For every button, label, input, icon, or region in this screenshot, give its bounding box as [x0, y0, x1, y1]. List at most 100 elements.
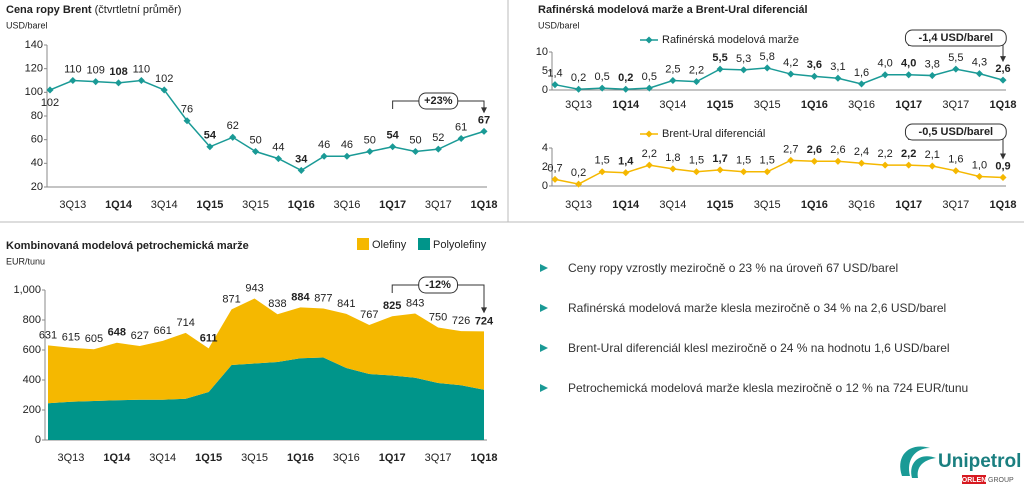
marker — [297, 166, 305, 174]
x-tick-label: 1Q17 — [379, 199, 406, 211]
marker — [645, 84, 653, 92]
annotation-arrow — [1000, 56, 1006, 63]
data-label: 1,5 — [689, 155, 704, 167]
marker — [480, 127, 488, 135]
marker — [622, 85, 630, 93]
annotation-box — [904, 29, 1007, 47]
x-tick-label: 3Q13 — [59, 199, 86, 211]
marker — [669, 165, 677, 173]
data-label: 102 — [155, 73, 173, 85]
marker — [857, 80, 866, 88]
data-label: 1,5 — [595, 155, 610, 167]
data-label: 838 — [268, 298, 286, 310]
line — [554, 159, 1004, 185]
data-label: 2,2 — [642, 148, 657, 160]
x-tick-label: 1Q18 — [990, 199, 1017, 211]
data-label: 76 — [181, 104, 193, 116]
marker — [114, 79, 123, 87]
data-label: 2,6 — [995, 63, 1010, 75]
marker — [434, 145, 442, 153]
data-label: 1,5 — [760, 155, 775, 167]
legend-marker — [645, 36, 653, 44]
y-tick-label: 800 — [23, 314, 41, 326]
data-label: 4,0 — [877, 58, 892, 70]
data-label: 2,5 — [665, 63, 680, 75]
bullets: Ceny ropy vzrostly meziročně o 23 % na ú… — [540, 261, 968, 395]
x-tick-label: 3Q16 — [333, 452, 360, 464]
x-tick-label: 1Q17 — [895, 199, 922, 211]
x-tick-label: 1Q15 — [195, 452, 222, 464]
marker — [389, 143, 397, 151]
marker — [740, 168, 748, 176]
legend-label: Olefiny — [372, 239, 407, 251]
data-label: 0,7 — [547, 162, 562, 174]
x-tick-label: 1Q16 — [288, 199, 315, 211]
data-label: 5,5 — [712, 52, 727, 64]
data-label: 767 — [360, 309, 378, 321]
data-label: 611 — [200, 332, 218, 344]
marker — [952, 167, 960, 175]
y-tick-label: 4 — [542, 142, 548, 154]
marker — [692, 78, 701, 86]
chart-title: Kombinovaná modelová petrochemická marže — [6, 240, 249, 252]
x-tick-label: 1Q14 — [612, 99, 640, 111]
data-label: 648 — [108, 327, 126, 339]
data-label: 46 — [318, 139, 330, 151]
data-label: 5,8 — [760, 51, 775, 63]
data-label: 2,2 — [901, 148, 916, 160]
marker — [411, 147, 420, 156]
x-tick-label: 1Q14 — [612, 199, 640, 211]
data-label: 841 — [337, 298, 355, 310]
y-tick-label: 200 — [23, 404, 41, 416]
y-tick-label: 60 — [31, 134, 43, 146]
marker — [787, 156, 795, 164]
data-label: 0,5 — [642, 71, 657, 83]
logo-icon — [900, 446, 930, 476]
data-label: 52 — [432, 132, 444, 144]
data-label: 2,6 — [830, 144, 845, 156]
marker — [160, 86, 168, 94]
marker — [598, 84, 606, 92]
x-tick-label: 3Q13 — [565, 199, 592, 211]
x-tick-label: 3Q14 — [151, 199, 178, 211]
x-tick-label: 3Q17 — [942, 99, 969, 111]
x-tick-label: 1Q15 — [707, 99, 734, 111]
marker — [366, 147, 374, 156]
data-label: 5,3 — [736, 53, 751, 65]
data-label: 2,1 — [925, 149, 940, 161]
annotation-box — [418, 276, 459, 294]
y-tick-label: 100 — [25, 86, 43, 98]
y-tick-label: 2 — [542, 161, 548, 173]
legend-label: Rafinérská modelová marže — [662, 34, 799, 46]
data-label: 871 — [222, 293, 240, 305]
annotation: -1,4 USD/barel — [919, 32, 994, 44]
annotation: +23% — [424, 95, 453, 107]
y-tick-label: 40 — [31, 157, 43, 169]
area — [48, 298, 484, 404]
marker — [137, 76, 145, 85]
data-label: 631 — [39, 329, 57, 341]
marker — [575, 180, 583, 188]
data-label: 46 — [341, 139, 353, 151]
chart-title: Cena ropy Brent (čtvrtletní průměr) — [6, 4, 181, 16]
legend-swatch — [418, 238, 430, 250]
y-tick-label: 0 — [542, 84, 548, 96]
data-label: 1,4 — [547, 68, 562, 80]
data-label: 0,9 — [995, 160, 1010, 172]
bullet: Petrochemická modelová marže klesla mezi… — [568, 381, 968, 395]
x-tick-label: 1Q17 — [379, 452, 406, 464]
x-tick-label: 3Q14 — [149, 452, 176, 464]
marker — [763, 64, 771, 72]
y-tick-label: 600 — [23, 344, 41, 356]
x-tick-label: 1Q15 — [196, 199, 223, 211]
x-tick-label: 3Q15 — [754, 99, 781, 111]
marker — [716, 65, 724, 73]
data-label: 615 — [62, 332, 80, 344]
data-label: 67 — [478, 114, 490, 126]
marker — [551, 175, 559, 183]
data-label: 627 — [131, 330, 149, 342]
data-label: 843 — [406, 297, 424, 309]
line — [554, 67, 1004, 90]
data-label: 4,2 — [783, 57, 798, 69]
marker — [952, 65, 960, 73]
